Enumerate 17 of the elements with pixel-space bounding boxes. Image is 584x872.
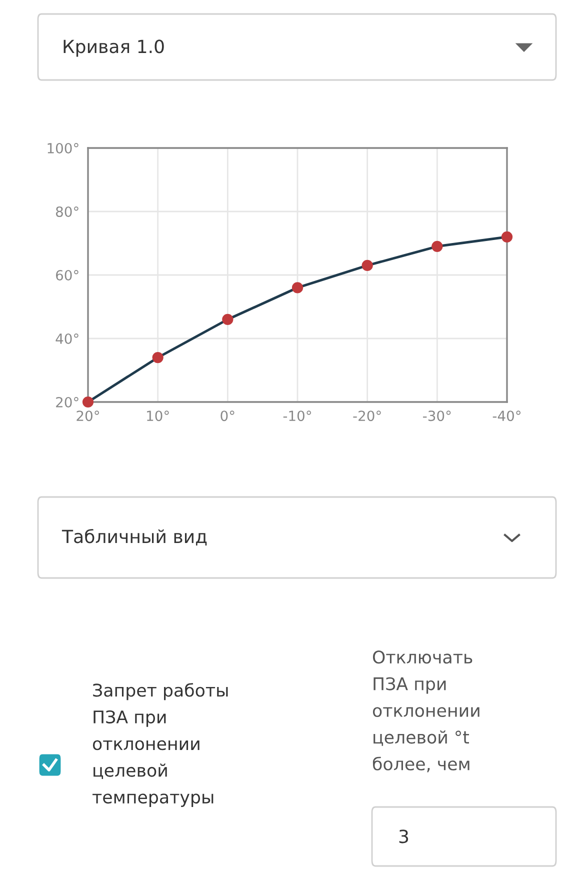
- y-tick-label: 60°: [56, 270, 78, 280]
- x-tick-label: -40°: [492, 410, 520, 422]
- x-tick-label: -20°: [353, 410, 381, 422]
- y-tick-label: 40°: [56, 333, 78, 344]
- y-tick-label: 20°: [56, 396, 78, 408]
- x-tick-label: 20°: [76, 410, 99, 422]
- y-tick-label: 100°: [48, 142, 78, 154]
- chart-title: Кривая 1.0: [64, 40, 164, 57]
- text: Отключать ПЗА при отклонении целевой °t более, чем: [372, 650, 480, 772]
- text: Запрет работы ПЗА при отклонении целевой температуры: [92, 683, 228, 807]
- text: Табличный вид: [62, 528, 207, 546]
- x-tick-label: -30°: [423, 410, 451, 422]
- text: 3: [399, 830, 408, 844]
- y-tick-label: 80°: [56, 206, 78, 217]
- x-tick-label: 0°: [220, 410, 234, 422]
- x-tick-label: 10°: [147, 410, 169, 422]
- x-tick-label: -10°: [283, 410, 311, 422]
